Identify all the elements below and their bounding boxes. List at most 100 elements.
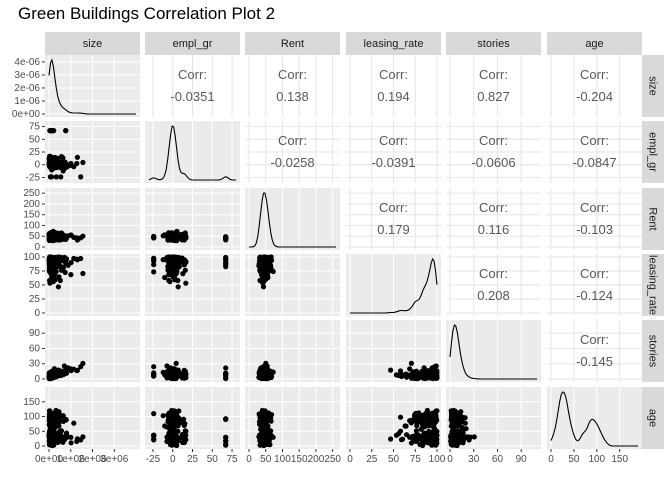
scatter-point bbox=[179, 431, 185, 438]
scatter-point bbox=[151, 255, 157, 262]
y-tick-label: 3e-06 bbox=[14, 70, 40, 81]
scatter-point bbox=[175, 284, 181, 290]
panel-bg bbox=[547, 188, 642, 250]
scatter-point bbox=[429, 442, 435, 448]
corr-label: Corr: bbox=[278, 133, 307, 148]
row-strip-Rent bbox=[641, 188, 664, 250]
axis-layer: 0e+001e-062e-063e-064e-06-25025507505010… bbox=[12, 57, 629, 465]
scatter-point bbox=[60, 413, 66, 419]
scatter-point bbox=[174, 442, 180, 449]
scatter-point bbox=[417, 418, 423, 424]
density-curve-empl_gr bbox=[148, 125, 236, 181]
scatter-point bbox=[172, 276, 178, 282]
scatter-point bbox=[47, 423, 54, 429]
scatter-point bbox=[160, 413, 166, 419]
panel-bg bbox=[245, 55, 340, 117]
scatter-point bbox=[399, 436, 406, 442]
corr-value: -0.103 bbox=[576, 222, 613, 237]
scatter-point bbox=[265, 435, 271, 441]
scatter-point bbox=[51, 272, 58, 278]
panel-stories-empl_gr bbox=[145, 320, 240, 382]
scatter-point bbox=[63, 370, 69, 377]
scatter-point bbox=[463, 426, 469, 432]
scatter-point bbox=[61, 164, 68, 170]
x-tick-label: 200 bbox=[308, 454, 325, 465]
panel-bg bbox=[446, 188, 541, 250]
y-tick-label: 100 bbox=[23, 412, 40, 423]
row-strip-label-stories: stories bbox=[647, 335, 659, 368]
scatter-point bbox=[413, 410, 419, 416]
density-curve-leasing_rate bbox=[350, 257, 438, 314]
scatter-point bbox=[63, 434, 69, 440]
panel-leasing_rate-size bbox=[45, 254, 140, 316]
scatter-point bbox=[449, 434, 455, 440]
panel-Rent-age: Corr: -0.103 bbox=[547, 188, 642, 250]
corr-value: -0.145 bbox=[576, 354, 613, 369]
scatter-point bbox=[151, 364, 157, 370]
panel-bg bbox=[547, 320, 642, 382]
scatter-point bbox=[167, 431, 173, 437]
scatter-point bbox=[169, 235, 175, 241]
panel-Rent-size bbox=[45, 188, 140, 250]
panel-Rent-leasing_rate: Corr: 0.179 bbox=[346, 188, 441, 250]
scatter-point bbox=[60, 158, 66, 165]
scatter-point bbox=[63, 260, 69, 266]
corr-value: -0.0391 bbox=[371, 155, 415, 170]
panel-Rent-stories: Corr: 0.116 bbox=[446, 188, 541, 250]
scatter-point bbox=[471, 434, 477, 440]
scatter-point bbox=[455, 410, 461, 416]
scatter-point bbox=[430, 410, 437, 416]
x-tick-label: 60 bbox=[492, 454, 504, 465]
y-tick-label: 100 bbox=[23, 220, 40, 231]
scatter-point bbox=[270, 434, 276, 440]
column-strip-Rent bbox=[245, 32, 340, 55]
corr-value: -0.0258 bbox=[270, 155, 314, 170]
panel-leasing_rate-age: Corr: -0.124 bbox=[547, 254, 642, 316]
y-tick-label: 50 bbox=[29, 231, 41, 242]
scatter-point bbox=[169, 423, 175, 429]
panel-empl_gr-size bbox=[45, 121, 140, 183]
x-tick-label: 25 bbox=[366, 454, 378, 465]
scatter-point bbox=[68, 272, 74, 278]
scatter-point bbox=[396, 431, 402, 437]
scatter-point bbox=[266, 410, 272, 416]
row-strip-empl_gr bbox=[641, 121, 664, 183]
panel-age-leasing_rate bbox=[346, 387, 441, 449]
panel-stories-stories bbox=[446, 320, 541, 382]
y-tick-label: 75 bbox=[29, 266, 41, 277]
scatter-point bbox=[179, 237, 185, 243]
x-tick-label: 100 bbox=[588, 454, 605, 465]
scatter-point bbox=[223, 260, 229, 266]
scatter-point bbox=[56, 274, 62, 280]
panel-empl_gr-leasing_rate: Corr: -0.0391 bbox=[346, 121, 441, 183]
scatter-point bbox=[68, 366, 74, 372]
panel-bg bbox=[547, 55, 642, 117]
corr-label: Corr: bbox=[580, 332, 609, 347]
column-strip-empl_gr bbox=[145, 32, 240, 55]
column-strip-label-empl_gr: empl_gr bbox=[173, 38, 213, 50]
panel-bg bbox=[245, 188, 340, 250]
scatter-point bbox=[449, 412, 455, 418]
scatter-point bbox=[262, 260, 268, 266]
x-tick-label: 0e+00 bbox=[35, 454, 64, 465]
scatter-point bbox=[455, 416, 462, 422]
panel-size-age: Corr: -0.204 bbox=[547, 55, 642, 117]
scatter-point bbox=[51, 128, 57, 134]
scatter-point bbox=[408, 360, 414, 366]
scatter-point bbox=[413, 428, 419, 434]
scatter-point bbox=[50, 434, 56, 440]
scatter-point bbox=[170, 434, 176, 440]
scatter-point bbox=[151, 269, 157, 275]
y-tick-label: 4e-06 bbox=[14, 57, 40, 68]
row-strip-label-size: size bbox=[647, 76, 659, 96]
scatter-point bbox=[74, 438, 80, 444]
panel-bg bbox=[446, 320, 541, 382]
panel-Rent-Rent bbox=[245, 188, 340, 250]
column-strip-label-stories: stories bbox=[477, 38, 510, 50]
scatter-point bbox=[407, 434, 413, 440]
x-tick-label: -25 bbox=[146, 454, 161, 465]
scatter-point bbox=[388, 367, 394, 373]
y-tick-label: 100 bbox=[23, 252, 40, 263]
scatter-point bbox=[166, 272, 172, 278]
